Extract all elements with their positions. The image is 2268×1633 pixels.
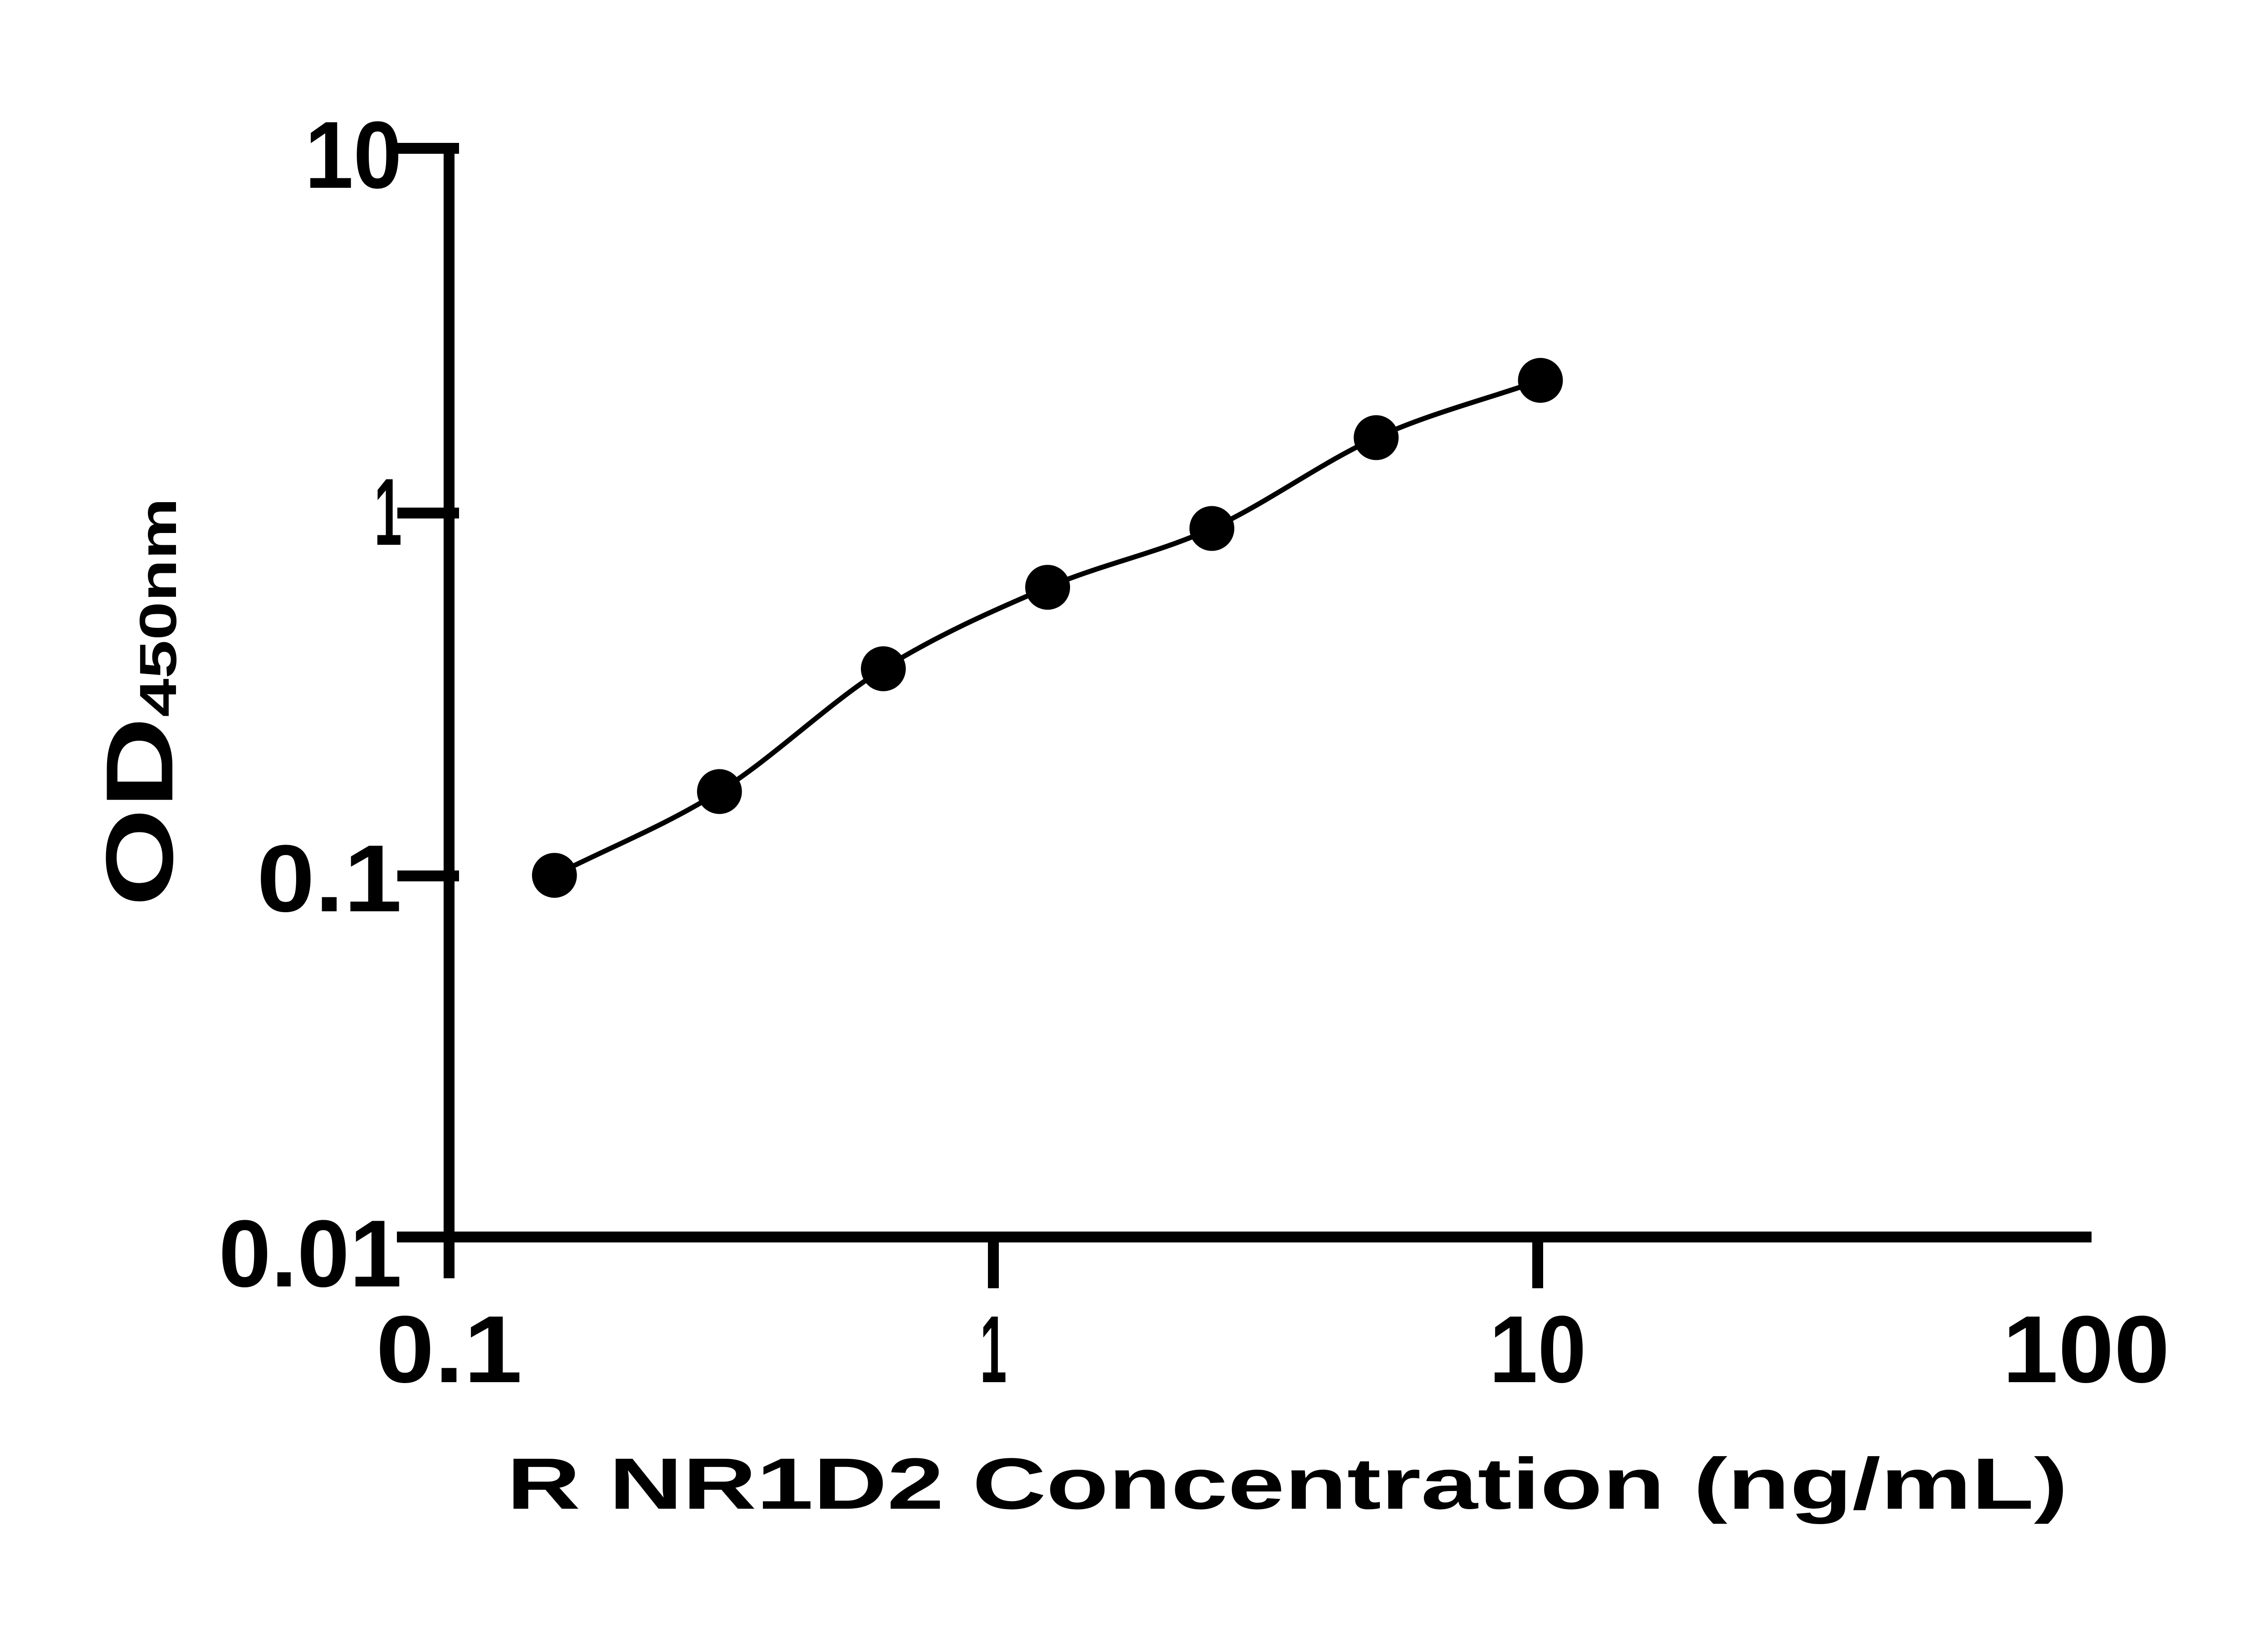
svg-text:0.1: 0.1 [376,1296,523,1403]
svg-text:10: 10 [1489,1296,1586,1403]
svg-text:R NR1D2 Concentration (ng/mL): R NR1D2 Concentration (ng/mL) [507,1443,2068,1524]
svg-text:0.1: 0.1 [257,825,402,932]
svg-text:10: 10 [305,102,402,208]
svg-text:0.01: 0.01 [219,1200,402,1307]
svg-text:1: 1 [374,459,402,565]
svg-text:1: 1 [980,1296,1007,1403]
svg-text:100: 100 [2003,1296,2170,1403]
